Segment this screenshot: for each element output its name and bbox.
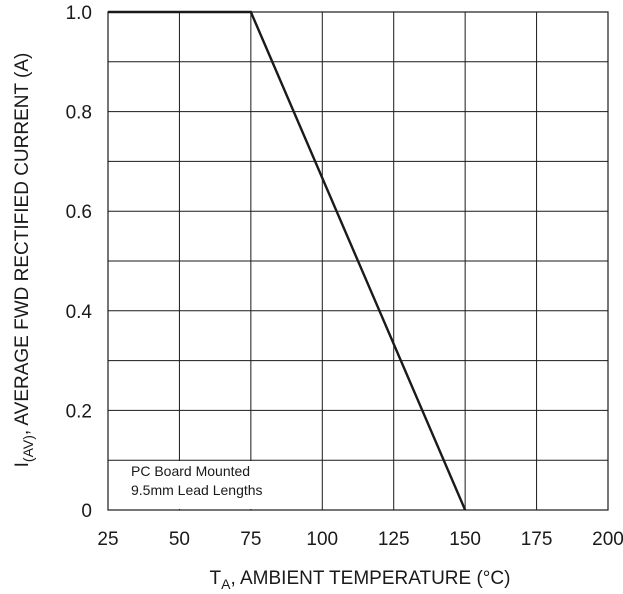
x-axis-title-suffix: , AMBIENT TEMPERATURE (°C) <box>230 568 510 589</box>
derating-curve <box>108 10 467 511</box>
plot-frame <box>107 11 609 511</box>
annotation-box: PC Board Mounted 9.5mm Lead Lengths <box>109 461 297 509</box>
x-tick-labels: 25 50 75 100 125 150 175 200 <box>97 529 623 550</box>
y-tick-label: 0.6 <box>66 202 92 223</box>
x-tick-label: 200 <box>592 529 623 550</box>
y-axis-title: I(AV), AVERAGE FWD RECTIFIED CURRENT (A) <box>12 53 36 468</box>
series-layer <box>108 10 467 511</box>
x-axis-title-subscript: A <box>221 576 231 592</box>
x-tick-label: 50 <box>169 529 190 550</box>
annotation-line-2: 9.5mm Lead Lengths <box>131 482 263 498</box>
y-tick-label: 0.4 <box>66 302 93 323</box>
x-axis-title-prefix: T <box>210 568 222 589</box>
x-tick-label: 125 <box>378 529 410 550</box>
x-tick-label: 25 <box>97 529 118 550</box>
annotation-line-1: PC Board Mounted <box>131 463 250 479</box>
y-axis-title-prefix: I <box>12 462 33 467</box>
y-tick-label: 0.2 <box>66 401 92 422</box>
y-axis-title-suffix: , AVERAGE FWD RECTIFIED CURRENT (A) <box>12 53 33 436</box>
y-axis-title-subscript: (AV) <box>20 435 36 462</box>
x-tick-label: 75 <box>240 529 261 550</box>
y-tick-label: 1.0 <box>66 3 92 24</box>
x-tick-label: 150 <box>449 529 481 550</box>
y-tick-labels: 0 0.2 0.4 0.6 0.8 1.0 <box>66 3 93 522</box>
x-axis-title: TA, AMBIENT TEMPERATURE (°C) <box>210 568 511 592</box>
x-tick-label: 175 <box>521 529 553 550</box>
x-tick-label: 100 <box>306 529 338 550</box>
y-tick-label: 0 <box>81 501 92 522</box>
y-tick-label: 0.8 <box>66 103 92 124</box>
